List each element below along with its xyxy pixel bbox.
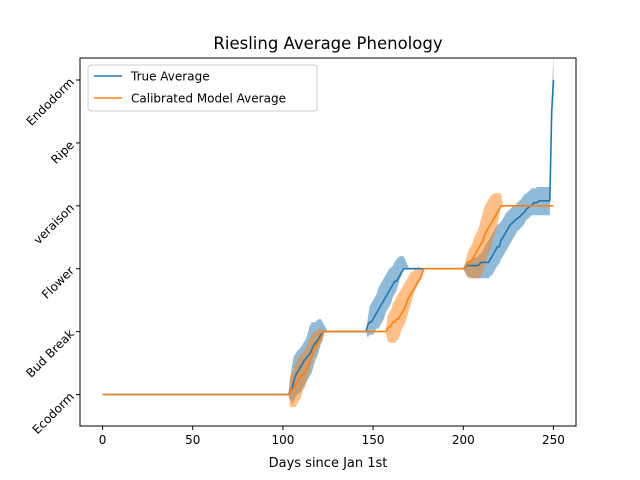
- x-tick-label: 50: [185, 433, 200, 447]
- legend: True Average Calibrated Model Average: [87, 64, 318, 112]
- x-tick-label: 0: [99, 433, 107, 447]
- legend-label-2: Calibrated Model Average: [131, 92, 286, 106]
- series-1-line: [102, 79, 555, 396]
- series-lines: [102, 79, 555, 396]
- x-tick-label: 150: [362, 433, 385, 447]
- axes-frame: [79, 57, 577, 427]
- series-2-line: [102, 205, 554, 396]
- chart-title: Riesling Average Phenology: [213, 34, 442, 53]
- x-axis: 0 50 100 150 200 250: [99, 426, 565, 447]
- x-axis-label: Days since Jan 1st: [269, 456, 388, 471]
- x-tick-label: 200: [452, 433, 475, 447]
- x-tick-label: 250: [542, 433, 565, 447]
- legend-box: [87, 64, 318, 112]
- legend-label-1: True Average: [130, 70, 210, 84]
- x-tick-label: 100: [271, 433, 294, 447]
